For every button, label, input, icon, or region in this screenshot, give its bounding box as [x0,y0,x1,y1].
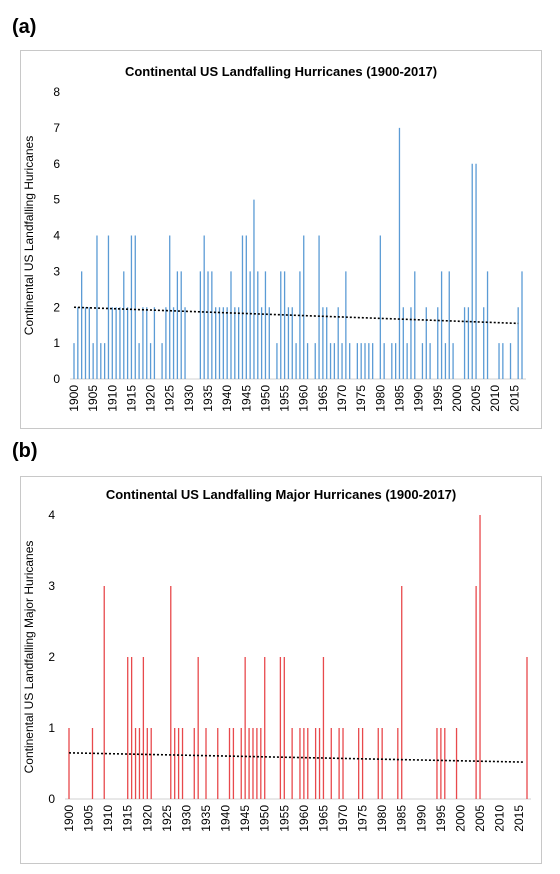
chart-a-x-tick-label: 1905 [86,385,100,412]
chart-b-x-tick-label: 1900 [62,805,76,832]
chart-a-x-tick-label: 1900 [67,385,81,412]
chart-a-y-axis-label: Continental US Landfalling Huricanes [22,136,36,335]
chart-a-x-tick-label: 2005 [469,385,483,412]
chart-b-y-tick-label: 3 [48,579,55,593]
chart-a-y-tick-label: 1 [53,336,60,350]
chart-a-x-tick-label: 1980 [373,385,387,412]
chart-a-x-tick-label: 1950 [258,385,272,412]
chart-a-y-tick-label: 5 [53,193,60,207]
chart-a-x-tick-label: 1965 [316,385,330,412]
chart-a-x-tick-label: 1935 [201,385,215,412]
panel-label-b: (b) [12,440,38,462]
chart-b-y-axis-label: Continental US Landfalling Major Hurican… [22,541,36,774]
chart-b-x-tick-label: 1980 [375,805,389,832]
chart-a-x-tick-label: 1975 [354,385,368,412]
chart-b-x-tick-label: 1945 [238,805,252,832]
chart-b-x-tick-label: 1935 [199,805,213,832]
chart-a-y-tick-label: 0 [53,372,60,386]
chart-a-x-tick-label: 1945 [239,385,253,412]
chart-b-x-tick-label: 1940 [219,805,233,832]
chart-b-x-tick-label: 1975 [356,805,370,832]
chart-b-x-tick-label: 1930 [179,805,193,832]
panel-label-a: (a) [12,16,37,38]
chart-b-canvas: Continental US Landfalling Major Hurrica… [22,487,531,832]
chart-a-x-tick-label: 1955 [278,385,292,412]
chart-a-x-tick-label: 1990 [412,385,426,412]
chart-a-y-tick-label: 2 [53,300,60,314]
chart-b-x-tick-label: 1955 [277,805,291,832]
chart-a-x-tick-label: 2010 [488,385,502,412]
chart-a-y-tick-label: 6 [53,157,60,171]
chart-a-x-tick-label: 1985 [392,385,406,412]
chart-a-x-tick-label: 1925 [163,385,177,412]
chart-a-x-tick-label: 1940 [220,385,234,412]
chart-b-x-tick-label: 1985 [395,805,409,832]
chart-a-y-tick-label: 4 [53,229,60,243]
chart-b-y-tick-label: 1 [48,721,55,735]
chart-b-x-tick-label: 1920 [140,805,154,832]
chart-b-x-tick-label: 1960 [297,805,311,832]
chart-b-x-tick-label: 1925 [160,805,174,832]
chart-a: Continental US Landfalling Hurricanes (1… [20,50,542,429]
chart-a-title: Continental US Landfalling Hurricanes (1… [125,64,437,79]
chart-b-x-tick-label: 1965 [316,805,330,832]
chart-a-x-tick-label: 1930 [182,385,196,412]
chart-b-x-tick-label: 2005 [473,805,487,832]
chart-a-x-tick-label: 1920 [144,385,158,412]
chart-a-trend-line [73,306,519,325]
chart-b-x-tick-label: 2010 [493,805,507,832]
chart-b: Continental US Landfalling Major Hurrica… [20,476,542,864]
chart-b-x-tick-label: 1905 [82,805,96,832]
chart-b-x-tick-label: 1990 [414,805,428,832]
chart-b-x-tick-label: 2000 [453,805,467,832]
chart-a-x-tick-label: 1995 [431,385,445,412]
chart-b-x-tick-label: 2015 [512,805,526,832]
chart-a-y-tick-label: 3 [53,264,60,278]
chart-b-x-tick-label: 1950 [258,805,272,832]
chart-b-y-tick-label: 0 [48,792,55,806]
chart-a-x-tick-label: 2000 [450,385,464,412]
chart-b-y-tick-label: 2 [48,650,55,664]
chart-a-x-tick-label: 1960 [297,385,311,412]
chart-a-y-tick-label: 7 [53,121,60,135]
chart-b-title: Continental US Landfalling Major Hurrica… [106,487,456,502]
chart-b-x-tick-label: 1995 [434,805,448,832]
chart-a-y-tick-label: 8 [53,85,60,99]
chart-b-x-tick-label: 1910 [101,805,115,832]
chart-b-x-tick-label: 1970 [336,805,350,832]
chart-a-x-tick-label: 2015 [507,385,521,412]
chart-b-trend-line [68,752,524,763]
chart-b-x-tick-label: 1915 [121,805,135,832]
chart-a-x-tick-label: 1970 [335,385,349,412]
chart-a-canvas: Continental US Landfalling Hurricanes (1… [22,64,526,412]
chart-a-x-tick-label: 1910 [105,385,119,412]
chart-b-y-tick-label: 4 [48,508,55,522]
chart-a-x-tick-label: 1915 [124,385,138,412]
